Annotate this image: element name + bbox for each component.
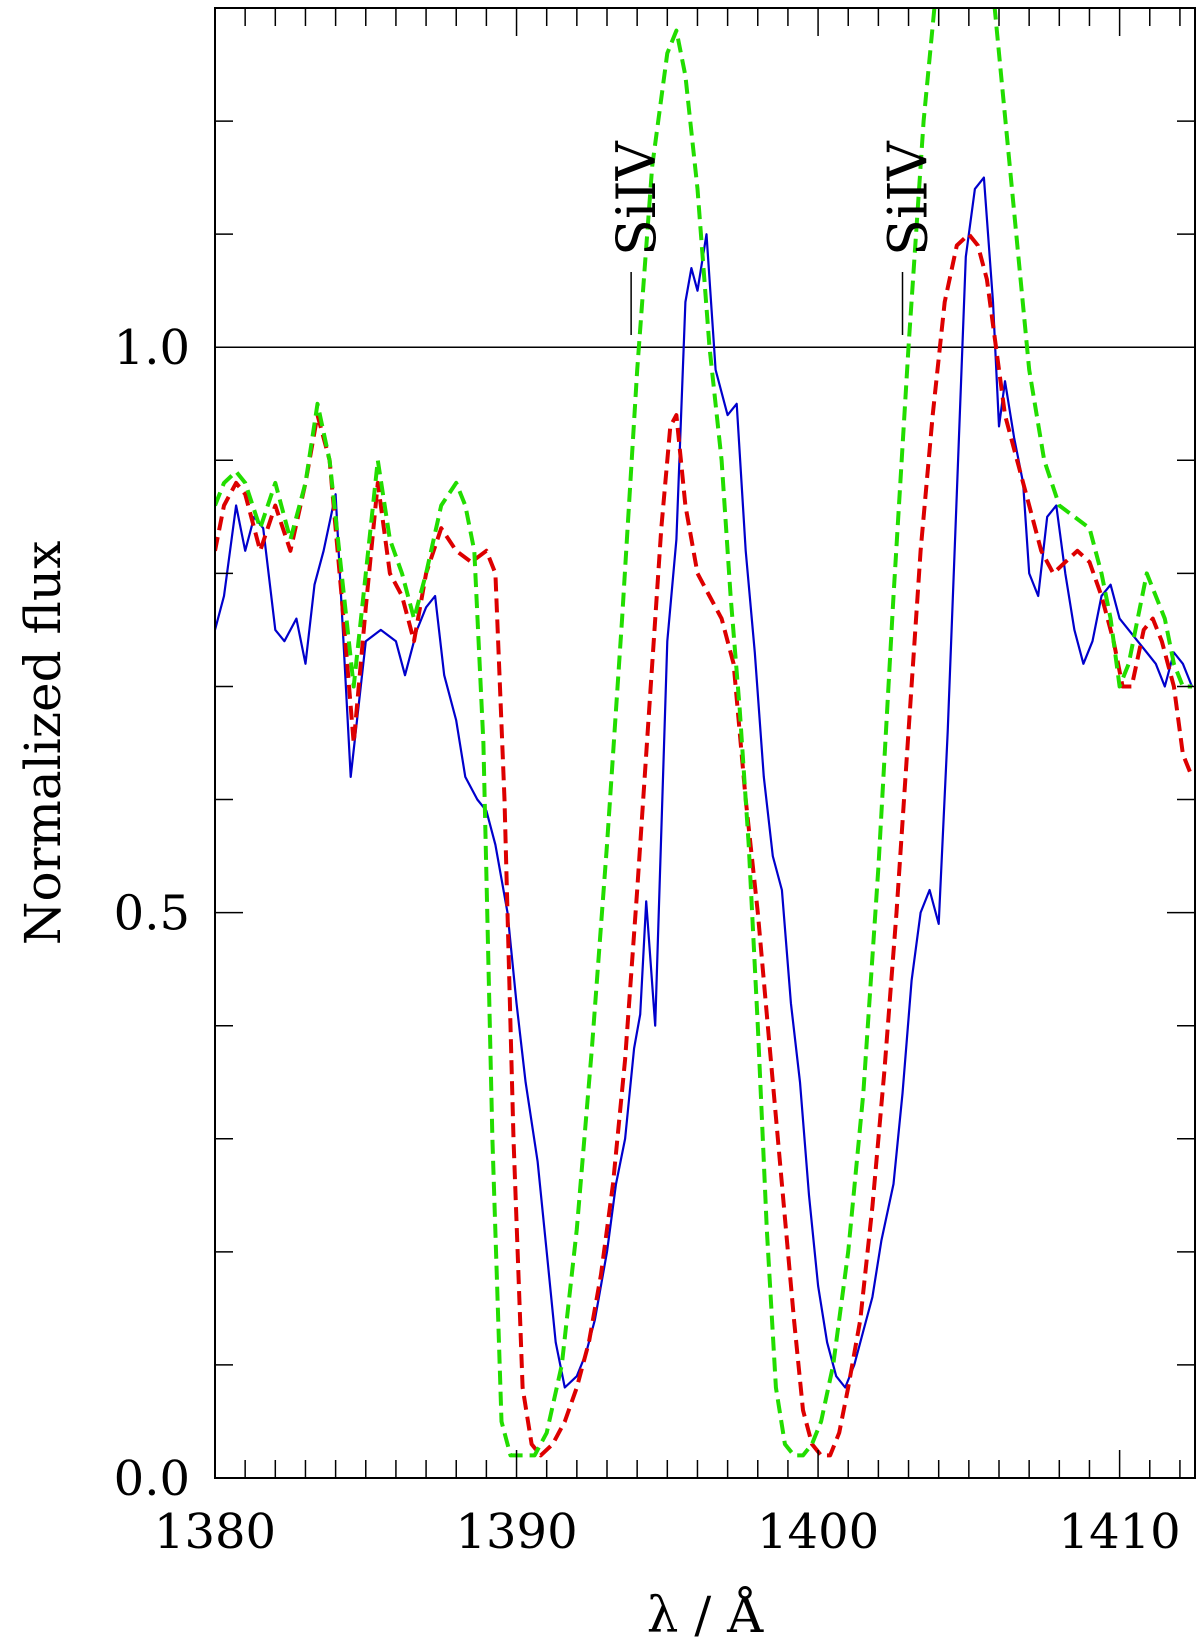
- x-axis-title: λ / Å: [647, 1585, 764, 1640]
- series-line-1: [215, 176, 1194, 1389]
- y-tick-label: 0.5: [114, 886, 190, 942]
- series-line-2: [215, 232, 1194, 1458]
- series-layer: [215, 8, 1194, 1458]
- line-marker-layer: SiIV SiIV: [605, 140, 940, 335]
- y-axis-title: Normalized flux: [14, 541, 72, 946]
- line-marker-label: SiIV: [605, 140, 668, 256]
- plot-frame: [214, 7, 1196, 1479]
- x-tick-label: 1390: [455, 1504, 577, 1560]
- x-tick-label: 1410: [1059, 1504, 1181, 1560]
- tick-layer: 1380 1390 1400 1410 0.0 0.5 1.0: [114, 7, 1195, 1560]
- series-line-3: [215, 8, 1192, 1458]
- x-tick-label: 1380: [154, 1504, 276, 1560]
- y-tick-label: 1.0: [114, 320, 190, 376]
- x-tick-label: 1400: [757, 1504, 879, 1560]
- line-marker-label: SiIV: [877, 140, 940, 256]
- y-tick-label: 0.0: [114, 1451, 190, 1507]
